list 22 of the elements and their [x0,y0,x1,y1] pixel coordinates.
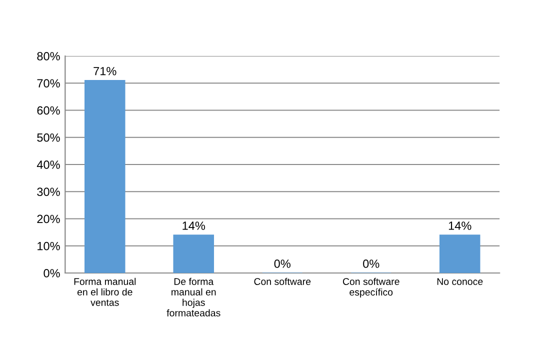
data-label: 0% [363,260,380,268]
y-tick-label: 20% [37,214,60,224]
data-label: 71% [94,66,116,76]
y-tick-label: 30% [37,188,60,196]
y-tick-label: 70% [37,79,60,88]
y-tick-label: 0% [44,269,60,278]
x-tick-label: De forma manual en hojas formateadas [166,278,220,316]
data-label: 14% [448,222,472,230]
x-tick-label: No conoce [437,278,483,285]
bar [439,234,480,273]
y-tick-label: 60% [37,106,60,115]
y-tick-label: 40% [36,160,60,169]
data-label: 14% [182,222,206,230]
bar [173,234,214,273]
x-tick-label: Con software [254,278,311,285]
x-tick-label: Forma manual en el libro de ventas [74,278,136,306]
y-tick-label: 80% [37,52,60,60]
data-label: 0% [274,260,290,268]
y-tick-label: 50% [37,133,60,142]
bar [84,80,126,273]
y-tick-label: 10% [38,242,60,250]
x-tick-label: Con software específico [342,278,400,298]
